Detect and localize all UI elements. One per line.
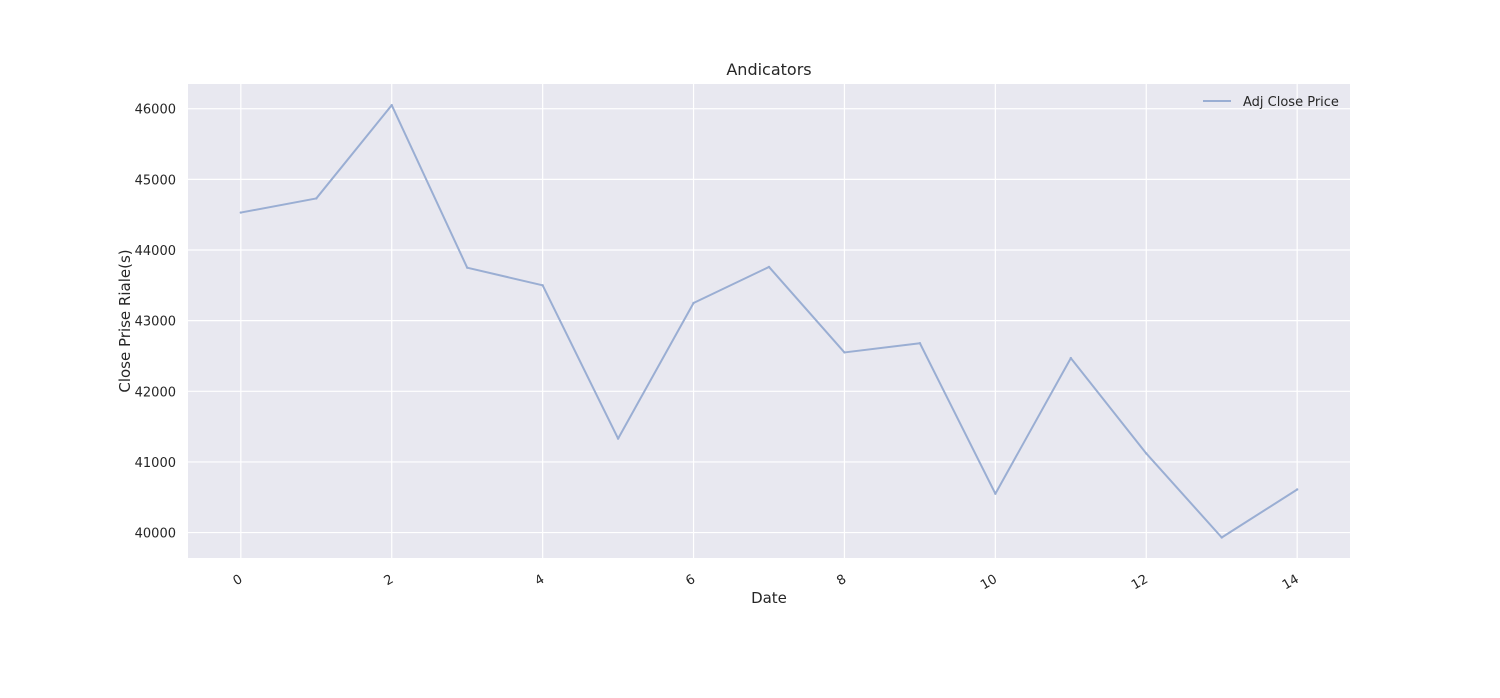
- data-point: [767, 265, 771, 269]
- data-point: [994, 492, 997, 495]
- x-tick-label: 12: [1129, 572, 1151, 593]
- y-tick-label: 41000: [135, 456, 176, 471]
- data-point: [1295, 488, 1299, 491]
- data-point: [465, 266, 469, 269]
- data-point: [239, 211, 243, 214]
- y-axis-label: Close Prise Riale(s): [116, 249, 134, 392]
- series-layer: [239, 103, 1299, 539]
- data-point: [315, 197, 318, 200]
- y-tick-label: 43000: [135, 315, 176, 330]
- y-tick-label: 45000: [135, 173, 176, 188]
- legend-label: Adj Close Price: [1243, 95, 1339, 110]
- x-tick-label: 6: [683, 572, 698, 589]
- y-tick-label: 42000: [135, 385, 176, 400]
- legend: Adj Close Price: [1203, 95, 1339, 110]
- data-point: [541, 284, 544, 287]
- data-point: [692, 301, 695, 305]
- x-tick-label: 10: [978, 572, 1000, 593]
- data-point: [1069, 356, 1073, 360]
- y-gridlines: [188, 108, 1350, 534]
- x-axis-label: Date: [751, 589, 787, 607]
- y-tick-label: 44000: [135, 244, 176, 259]
- x-tick-label: 2: [382, 572, 397, 589]
- x-tick-label: 0: [231, 572, 246, 589]
- data-point: [1220, 536, 1223, 539]
- data-point: [843, 351, 846, 354]
- chart-title: Andicators: [726, 60, 811, 79]
- y-tick-label: 40000: [135, 527, 176, 542]
- x-tick-label: 8: [834, 572, 849, 589]
- data-point: [390, 103, 393, 107]
- y-tick-label: 46000: [135, 103, 176, 118]
- data-point: [918, 342, 922, 345]
- data-point: [1145, 452, 1148, 455]
- y-tick-labels: 40000 41000 42000 43000 44000 45000 46000: [135, 103, 176, 542]
- data-point: [616, 437, 620, 440]
- x-tick-label: 14: [1280, 572, 1302, 593]
- x-tick-label: 4: [533, 572, 548, 589]
